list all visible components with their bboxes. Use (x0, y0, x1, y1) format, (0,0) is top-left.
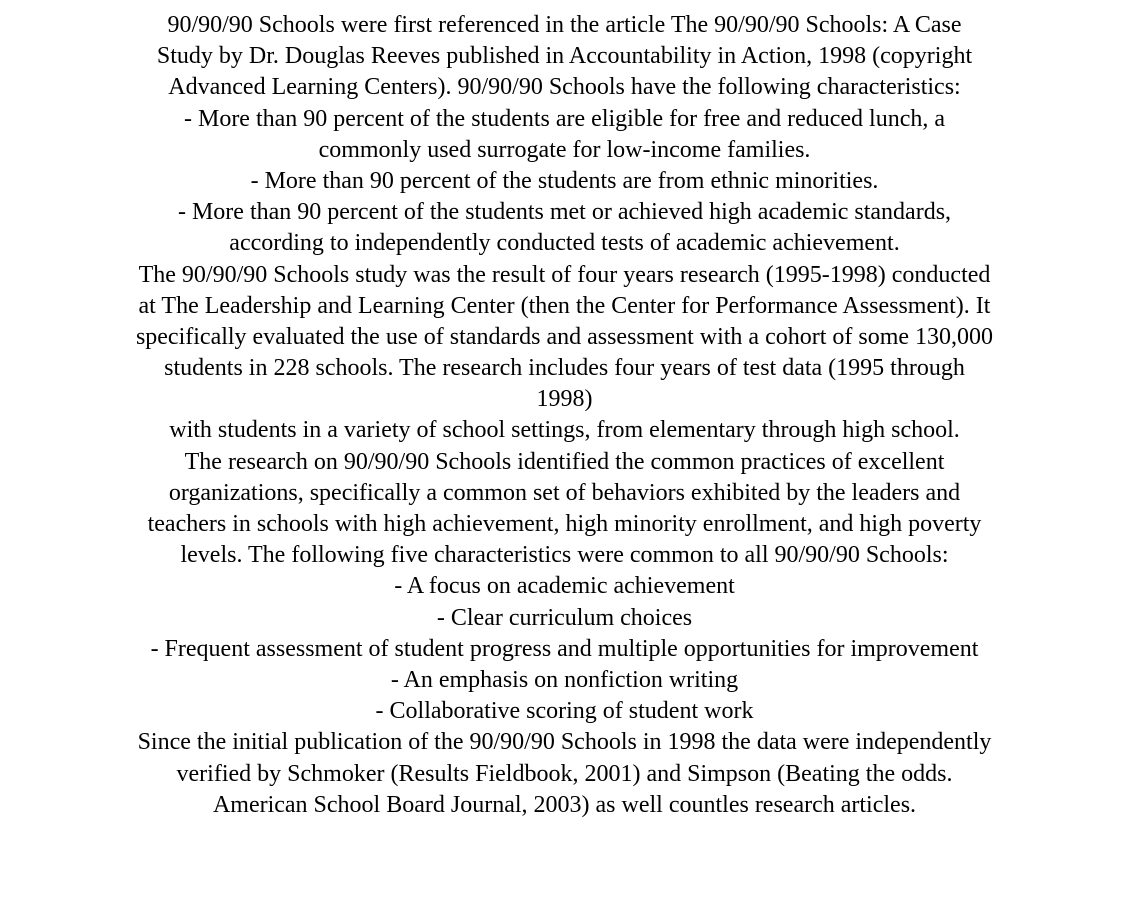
text-line: The research on 90/90/90 Schools identif… (15, 447, 1114, 478)
text-line: American School Board Journal, 2003) as … (15, 790, 1114, 821)
text-line: Study by Dr. Douglas Reeves published in… (15, 41, 1114, 72)
text-line: Since the initial publication of the 90/… (15, 727, 1114, 758)
text-line: at The Leadership and Learning Center (t… (15, 291, 1114, 322)
text-line: - More than 90 percent of the students a… (15, 166, 1114, 197)
text-line: - Frequent assessment of student progres… (15, 634, 1114, 665)
text-line: - Collaborative scoring of student work (15, 696, 1114, 727)
text-line: Advanced Learning Centers). 90/90/90 Sch… (15, 72, 1114, 103)
text-line: verified by Schmoker (Results Fieldbook,… (15, 759, 1114, 790)
text-line: with students in a variety of school set… (15, 415, 1114, 446)
document-body: 90/90/90 Schools were first referenced i… (15, 10, 1114, 821)
text-line: The 90/90/90 Schools study was the resul… (15, 260, 1114, 291)
text-line: specifically evaluated the use of standa… (15, 322, 1114, 353)
text-line: - Clear curriculum choices (15, 603, 1114, 634)
text-line: - An emphasis on nonfiction writing (15, 665, 1114, 696)
text-line: - More than 90 percent of the students a… (15, 104, 1114, 135)
text-line: - More than 90 percent of the students m… (15, 197, 1114, 228)
text-line: levels. The following five characteristi… (15, 540, 1114, 571)
text-line: according to independently conducted tes… (15, 228, 1114, 259)
text-line: 1998) (15, 384, 1114, 415)
text-line: teachers in schools with high achievemen… (15, 509, 1114, 540)
text-line: 90/90/90 Schools were first referenced i… (15, 10, 1114, 41)
text-line: commonly used surrogate for low-income f… (15, 135, 1114, 166)
text-line: organizations, specifically a common set… (15, 478, 1114, 509)
text-line: students in 228 schools. The research in… (15, 353, 1114, 384)
text-line: - A focus on academic achievement (15, 571, 1114, 602)
